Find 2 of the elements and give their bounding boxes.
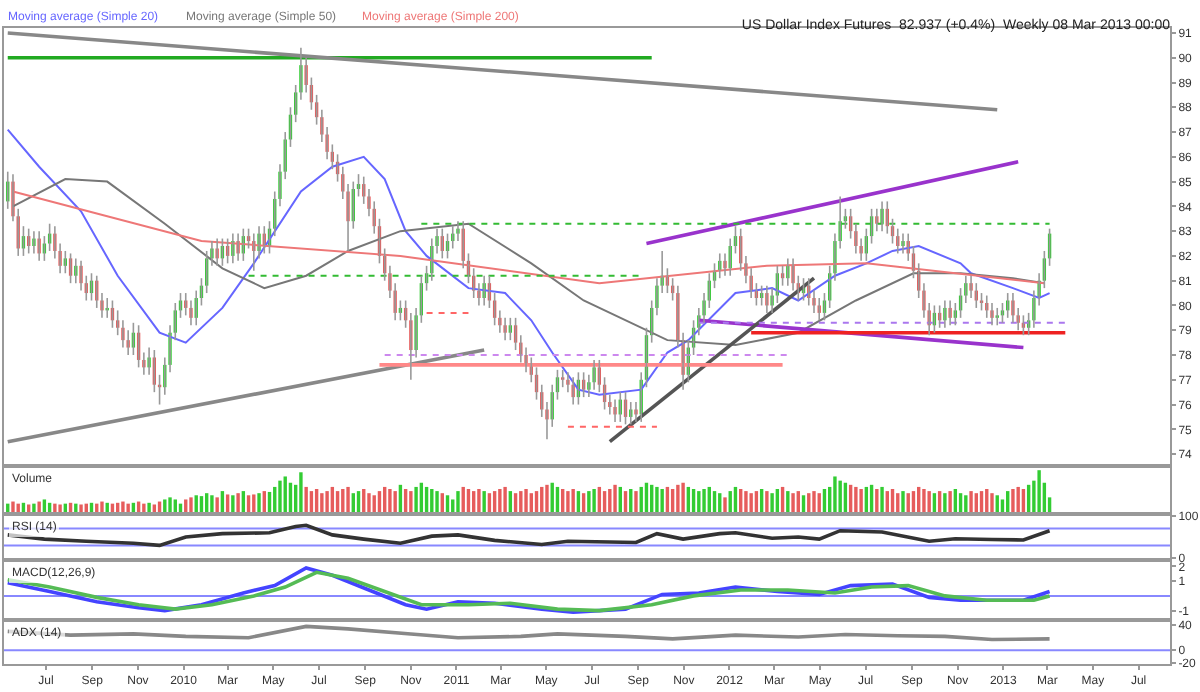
line-series — [5, 624, 1052, 642]
line-series — [5, 523, 1052, 548]
